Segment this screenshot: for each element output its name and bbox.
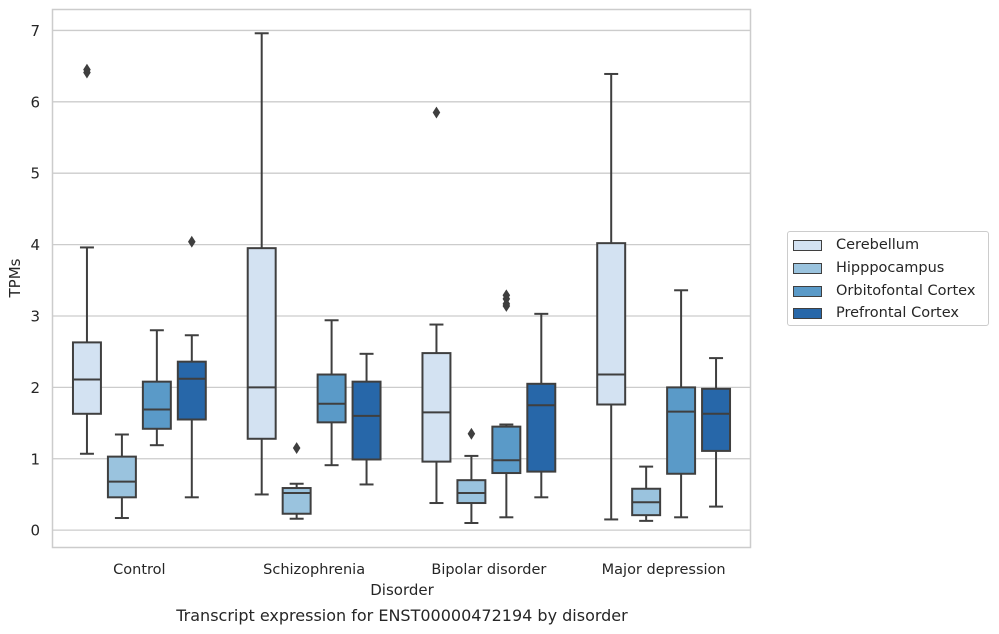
chart-title: Transcript expression for ENST0000047219…	[176, 606, 628, 625]
y-tick-label: 1	[30, 450, 40, 468]
box-hipppocampus	[281, 442, 312, 520]
outlier-point	[188, 235, 196, 248]
box-iqr	[596, 242, 627, 406]
legend-label-hippocampus: Hipppocampus	[836, 260, 945, 276]
outlier-point	[467, 427, 476, 440]
y-tick-label: 3	[30, 307, 40, 325]
box-prefrontal-cortex	[526, 312, 557, 499]
box-iqr	[456, 479, 487, 505]
box-cerebellum	[246, 32, 277, 496]
legend-label-cerebellum: Cerebellum	[836, 237, 920, 253]
box-cerebellum	[596, 72, 627, 521]
box-iqr	[281, 487, 312, 515]
box-prefrontal-cortex	[176, 235, 207, 499]
outlier-point	[83, 63, 91, 76]
box-iqr	[141, 380, 172, 430]
box-iqr	[176, 360, 207, 421]
box-prefrontal-cortex	[351, 352, 382, 486]
box-iqr	[491, 425, 522, 475]
y-axis-label: TPMs	[6, 258, 24, 298]
plot-frame	[51, 8, 752, 549]
x-tick-label: Control	[113, 562, 165, 578]
x-tick-label: Major depression	[602, 562, 726, 578]
box-orbitofontal-cortex	[491, 289, 522, 519]
legend-label-prefrontal-cortex: Prefrontal Cortex	[836, 305, 959, 321]
box-cerebellum	[71, 63, 102, 455]
legend-item-prefrontal-cortex: Prefrontal Cortex	[793, 303, 959, 323]
legend: Cerebellum Hipppocampus Orbitofontal Cor…	[787, 231, 989, 326]
box-iqr	[421, 352, 452, 463]
y-tick-label: 5	[30, 165, 40, 183]
y-tick-label: 6	[30, 93, 40, 111]
box-cerebellum	[421, 106, 452, 505]
outlier-point	[432, 106, 441, 119]
y-tick-label: 0	[30, 522, 40, 540]
box-iqr	[526, 382, 557, 473]
box-orbitofontal-cortex	[141, 329, 172, 447]
box-hipppocampus	[106, 433, 137, 520]
box-hipppocampus	[631, 465, 662, 522]
box-iqr	[246, 247, 277, 440]
box-iqr	[106, 455, 137, 499]
box-orbitofontal-cortex	[666, 289, 697, 519]
legend-item-cerebellum: Cerebellum	[793, 235, 919, 255]
legend-item-hippocampus: Hipppocampus	[793, 258, 944, 278]
legend-swatch-hippocampus	[793, 262, 822, 274]
x-tick-label: Schizophrenia	[263, 562, 365, 578]
box-iqr	[351, 380, 382, 461]
legend-label-orbitofrontal-cortex: Orbitofontal Cortex	[836, 283, 976, 299]
outlier-point	[502, 289, 511, 302]
box-iqr	[701, 387, 732, 452]
y-tick-label: 2	[30, 379, 40, 397]
legend-swatch-prefrontal-cortex	[793, 307, 822, 319]
legend-item-orbitofrontal-cortex: Orbitofontal Cortex	[793, 281, 975, 301]
outlier-point	[292, 442, 301, 454]
y-tick-label: 4	[30, 236, 40, 254]
y-tick-label: 7	[30, 22, 40, 40]
box-prefrontal-cortex	[701, 357, 732, 508]
box-iqr	[71, 341, 102, 415]
box-iqr	[666, 386, 697, 475]
legend-swatch-orbitofrontal-cortex	[793, 285, 822, 297]
x-tick-label: Bipolar disorder	[431, 562, 546, 578]
box-hipppocampus	[456, 427, 487, 525]
box-iqr	[316, 373, 347, 424]
x-axis-label: Disorder	[370, 581, 434, 599]
box-orbitofontal-cortex	[316, 319, 347, 467]
legend-swatch-cerebellum	[793, 239, 822, 251]
